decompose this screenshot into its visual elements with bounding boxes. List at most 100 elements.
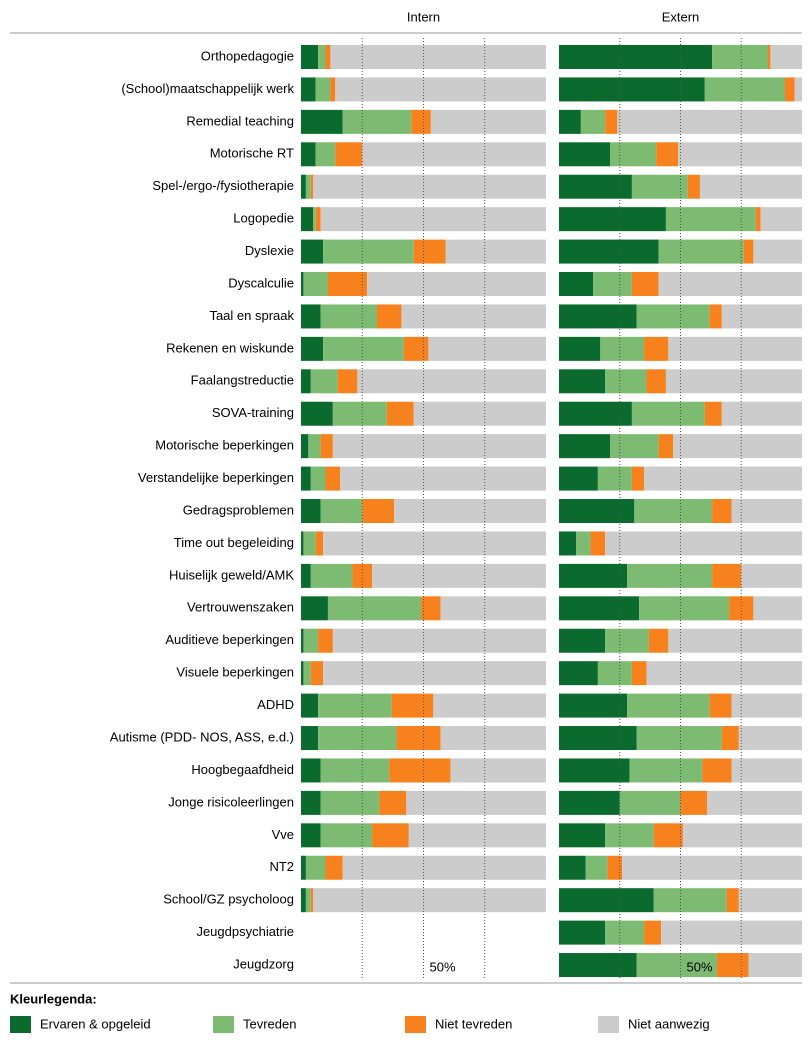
bar-segment (301, 628, 304, 653)
bar-segment (559, 499, 635, 524)
bar-segment (559, 336, 601, 361)
category-label: Verstandelijke beperkingen (138, 470, 294, 485)
bar-segment (389, 758, 451, 783)
panel-title: Intern (407, 9, 440, 24)
bar-segment (658, 272, 802, 297)
bar-segment (337, 369, 358, 394)
bar-segment (607, 855, 623, 880)
category-label: Remedial teaching (186, 113, 294, 128)
bar-segment (310, 174, 314, 199)
bar-segment (619, 790, 681, 815)
bar-segment (559, 434, 611, 459)
bar-segment (301, 77, 316, 102)
bar-segment (323, 336, 404, 361)
bar-segment (327, 596, 422, 621)
bar-segment (421, 596, 441, 621)
bar-segment (741, 563, 802, 588)
bar-segment (605, 823, 654, 848)
bar-segment (712, 45, 768, 69)
x-tick-label: 50% (430, 959, 456, 974)
bar-segment (406, 790, 546, 815)
bar-segment (323, 239, 414, 264)
category-label: Gedragsproblemen (183, 502, 294, 517)
bar-segment (559, 142, 611, 167)
bar-segment (702, 758, 732, 783)
category-label: Dyscalculie (228, 275, 294, 290)
bar-segment (610, 434, 659, 459)
bar-segment (301, 369, 311, 394)
legend-swatch (598, 1016, 619, 1033)
category-label: Logopedie (233, 211, 294, 226)
bar-segment (699, 174, 802, 199)
bar-segment (658, 434, 674, 459)
bar-segment (325, 855, 343, 880)
legend-label: Ervaren & opgeleid (40, 1016, 151, 1031)
bar-segment (559, 628, 606, 653)
category-label: NT2 (269, 859, 294, 874)
bar-segment (648, 628, 669, 653)
bar-segment (665, 207, 756, 232)
bar-segment (770, 45, 802, 69)
bar-segment (413, 239, 446, 264)
bar-segment (631, 466, 645, 491)
bar-segment (576, 531, 591, 556)
bar-segment (320, 434, 333, 459)
bar-segment (726, 888, 739, 913)
bar-segment (712, 563, 742, 588)
bar-segment (401, 304, 546, 329)
bar-segment (332, 401, 387, 426)
bar-segment (748, 953, 802, 978)
bar-segment (325, 466, 341, 491)
category-label: Rekenen en wiskunde (166, 340, 294, 355)
bar-segment (559, 304, 637, 329)
bar-segment (301, 45, 319, 69)
bar-segment (743, 239, 754, 264)
bar-segment (678, 142, 802, 167)
bar-segment (318, 45, 326, 69)
category-label: Faalangstreductie (191, 373, 294, 388)
bar-segment (631, 272, 659, 297)
bar-segment (593, 272, 632, 297)
bar-segment (301, 466, 311, 491)
category-label: Dyslexie (245, 243, 294, 258)
bar-segment (721, 401, 802, 426)
bar-segment (600, 336, 645, 361)
legend-swatch (405, 1016, 426, 1033)
x-tick-label: 50% (687, 959, 713, 974)
bar-segment (668, 336, 802, 361)
bar-segment (707, 790, 802, 815)
category-label: SOVA-training (212, 405, 294, 420)
bar-segment (704, 77, 785, 102)
bar-segment (559, 758, 630, 783)
bar-segment (379, 790, 407, 815)
bar-segment (631, 174, 688, 199)
legend-label: Niet aanwezig (628, 1016, 710, 1031)
bar-segment (310, 466, 326, 491)
bar-segment (767, 45, 771, 69)
bar-segment (340, 466, 546, 491)
bar-segment (712, 499, 732, 524)
bar-segment (320, 758, 390, 783)
legend-title: Kleurlegenda: (10, 991, 97, 1006)
bar-segment (332, 628, 546, 653)
bar-segment (585, 855, 608, 880)
bar-segment (396, 726, 441, 751)
bar-segment (301, 207, 314, 232)
bar-segment (755, 207, 761, 232)
panel-title: Extern (662, 9, 700, 24)
bar-segment (411, 109, 431, 134)
bar-segment (430, 109, 546, 134)
bar-segment (559, 466, 598, 491)
bar-segment (605, 531, 802, 556)
bar-segment (721, 304, 802, 329)
bar-segment (310, 563, 353, 588)
bar-segment (731, 499, 802, 524)
bar-segment (559, 174, 632, 199)
bar-segment (301, 174, 306, 199)
bar-segment (559, 855, 586, 880)
bar-segment (605, 920, 645, 945)
bar-segment (301, 563, 311, 588)
bar-segment (738, 888, 802, 913)
bar-segment (301, 109, 343, 134)
category-label: Vve (272, 827, 294, 842)
